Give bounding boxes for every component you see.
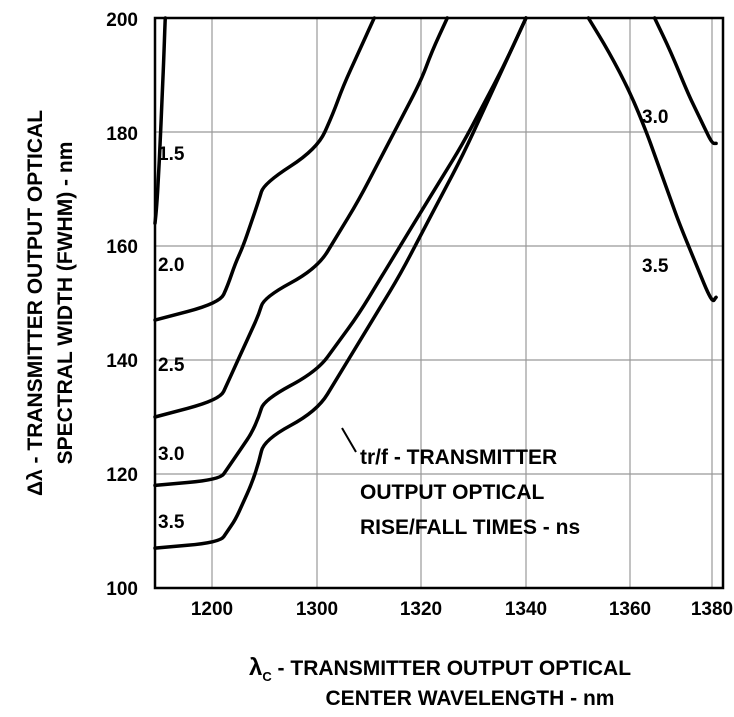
x-tick-label: 1200 — [191, 599, 233, 620]
y-axis-title-line2: SPECTRAL WIDTH (FWHM) - nm — [54, 142, 77, 465]
curve-label: 3.5 — [158, 512, 185, 533]
y-tick-label: 180 — [106, 124, 138, 145]
y-tick-label: 160 — [106, 237, 138, 258]
curve-label: 1.5 — [158, 144, 185, 165]
annotation-line2: OUTPUT OPTICAL — [360, 481, 544, 504]
curve-label: 2.5 — [158, 355, 185, 376]
y-ticks: 100 120 140 160 180 200 — [106, 10, 138, 600]
curve-label: 2.0 — [158, 255, 184, 276]
annotation-line1: tr/f - TRANSMITTER — [360, 446, 557, 469]
y-axis-title: Δλ - TRANSMITTER OUTPUT OPTICAL SPECTRAL… — [24, 110, 77, 496]
series-line — [153, 16, 450, 419]
x-axis-title-line1: λC - TRANSMITTER OUTPUT OPTICAL — [249, 654, 631, 684]
series-line — [153, 16, 376, 322]
series-line — [153, 16, 528, 550]
x-axis-title-line2: CENTER WAVELENGTH - nm — [326, 687, 615, 710]
series-line — [153, 16, 528, 488]
x-tick-label: 1340 — [505, 599, 547, 620]
x-axis-subscript: C — [262, 669, 272, 684]
x-tick-label: 1360 — [609, 599, 651, 620]
y-tick-label: 200 — [106, 10, 138, 31]
x-axis-title-text: - TRANSMITTER OUTPUT OPTICAL — [272, 657, 631, 680]
x-tick-label: 1320 — [400, 599, 442, 620]
curve-label: 3.0 — [642, 107, 668, 128]
x-axis-title: λC - TRANSMITTER OUTPUT OPTICAL CENTER W… — [249, 654, 631, 710]
y-tick-label: 100 — [106, 579, 138, 600]
y-axis-title-line1: Δλ - TRANSMITTER OUTPUT OPTICAL — [24, 110, 47, 496]
series-line — [586, 16, 718, 303]
y-tick-label: 140 — [106, 351, 138, 372]
x-tick-label: 1300 — [296, 599, 338, 620]
annotation-line3: RISE/FALL TIMES - ns — [360, 516, 580, 539]
x-ticks: 1200 1300 1320 1340 1360 1380 — [191, 599, 733, 620]
curves — [153, 16, 718, 550]
series-line — [652, 16, 718, 146]
x-tick-label: 1380 — [691, 599, 733, 620]
curve-label: 3.0 — [158, 444, 184, 465]
y-tick-label: 120 — [106, 465, 138, 486]
plot-frame — [153, 16, 725, 590]
annotation-leader — [341, 427, 357, 453]
annotation: tr/f - TRANSMITTER OUTPUT OPTICAL RISE/F… — [360, 446, 580, 539]
x-axis-symbol: λ — [249, 654, 262, 681]
curve-labels: 1.5 2.0 2.5 3.0 3.5 3.0 3.5 — [158, 107, 669, 533]
series-line — [153, 16, 168, 225]
curve-label: 3.5 — [642, 256, 669, 277]
